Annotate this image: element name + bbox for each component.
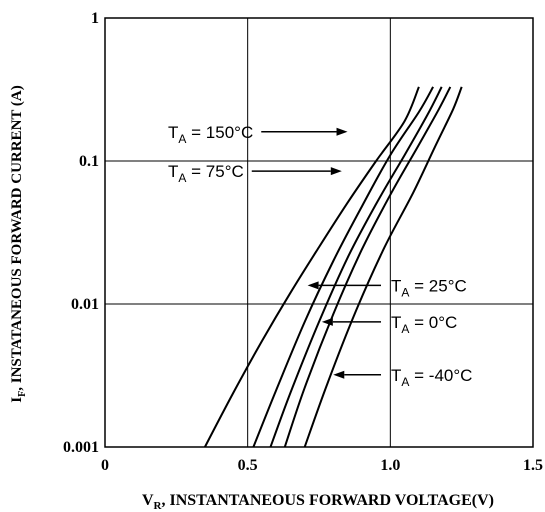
annotation-label: TA = 75°C <box>168 162 244 185</box>
temperature-annotation: TA = 25°C <box>307 276 467 299</box>
y-tick-label: 1 <box>91 10 99 27</box>
x-axis-title: VR, INSTANTANEOUS FORWARD VOLTAGE(V) <box>142 492 494 512</box>
x-tick-label: 1.0 <box>380 457 400 474</box>
series-curve <box>303 86 463 448</box>
x-tick-label: 0 <box>101 457 109 474</box>
curves <box>204 86 463 448</box>
x-axis-title-main: V <box>142 492 154 509</box>
x-tick-label: 0.5 <box>238 457 258 474</box>
temperature-annotation: TA = 0°C <box>321 313 457 336</box>
y-axis-title-rest: , INSTATANEOUS FORWARD CURRENT (A) <box>9 85 25 390</box>
tick-labels: 0 0.5 1.0 1.5 0.001 0.01 0.1 1 <box>63 10 543 474</box>
series-curve <box>283 86 452 448</box>
annotation-label: TA = 0°C <box>391 313 457 336</box>
y-tick-label: 0.01 <box>71 296 99 313</box>
y-axis-title-sub: F <box>17 391 28 397</box>
temperature-annotation: TA = 150°C <box>168 123 348 146</box>
y-axis-title: IF, INSTATANEOUS FORWARD CURRENT (A) <box>9 85 28 402</box>
series-curve <box>204 86 420 448</box>
annotations: TA = 150°C TA = 75°C TA = 25°C TA = 0°C TA =… <box>168 123 472 389</box>
grid-lines <box>105 18 533 447</box>
x-axis-title-sub: R <box>154 500 163 512</box>
annotation-label: TA = -40°C <box>391 366 472 389</box>
y-axis-title-main: I <box>9 397 25 403</box>
x-tick-label: 1.5 <box>523 457 543 474</box>
annotation-label: TA = 150°C <box>168 123 253 146</box>
y-tick-label: 0.001 <box>63 439 99 456</box>
annotation-arrow-head <box>321 317 333 326</box>
annotation-arrow-head <box>333 370 345 379</box>
temperature-annotation: TA = -40°C <box>333 366 472 389</box>
plot-frame <box>104 17 534 448</box>
annotation-label: TA = 25°C <box>391 276 467 299</box>
annotation-arrow-head <box>336 127 348 136</box>
annotation-arrow-head <box>330 167 342 176</box>
annotation-arrow-head <box>307 281 319 290</box>
x-axis-title-rest: , INSTANTANEOUS FORWARD VOLTAGE(V) <box>162 492 495 509</box>
series-curve <box>269 86 443 448</box>
series-curve <box>252 86 434 448</box>
y-tick-label: 0.1 <box>79 153 99 170</box>
temperature-annotation: TA = 75°C <box>168 162 342 185</box>
